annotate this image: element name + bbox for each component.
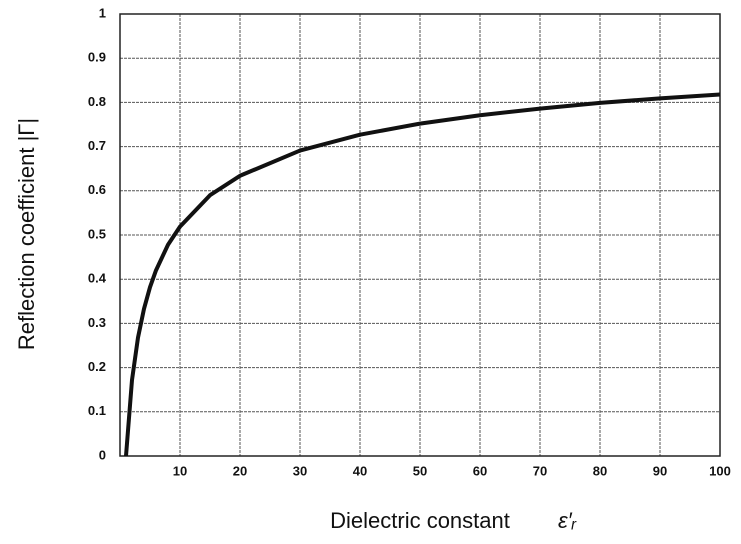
curve <box>124 92 721 457</box>
x-tick-label: 40 <box>353 463 367 478</box>
y-tick-label: 0 <box>99 447 106 462</box>
y-tick-label: 0.9 <box>88 50 106 65</box>
y-tick-label: 0.8 <box>88 94 106 109</box>
x-tick-label: 10 <box>173 463 187 478</box>
y-tick-label: 0.1 <box>88 403 106 418</box>
x-tick-label: 100 <box>709 463 731 478</box>
y-tick-label: 0.6 <box>88 182 106 197</box>
y-tick-label: 0.3 <box>88 315 106 330</box>
x-axis-label: Dielectric constant <box>330 508 510 533</box>
x-tick-label: 80 <box>593 463 607 478</box>
x-tick-label: 90 <box>653 463 667 478</box>
x-axis-symbol: ε′ᵣ <box>558 508 577 533</box>
y-tick-label: 0.5 <box>88 226 106 241</box>
y-tick-label: 1 <box>99 5 106 20</box>
y-tick-label: 0.7 <box>88 138 106 153</box>
y-tick-label: 0.4 <box>88 271 107 286</box>
y-axis-label: Reflection coefficient |Γ| <box>14 118 39 350</box>
plot-frame <box>119 13 721 457</box>
y-tick-label: 0.2 <box>88 359 106 374</box>
x-tick-label: 70 <box>533 463 547 478</box>
x-tick-label: 30 <box>293 463 307 478</box>
x-tick-label: 60 <box>473 463 487 478</box>
x-tick-label: 50 <box>413 463 427 478</box>
x-tick-label: 20 <box>233 463 247 478</box>
